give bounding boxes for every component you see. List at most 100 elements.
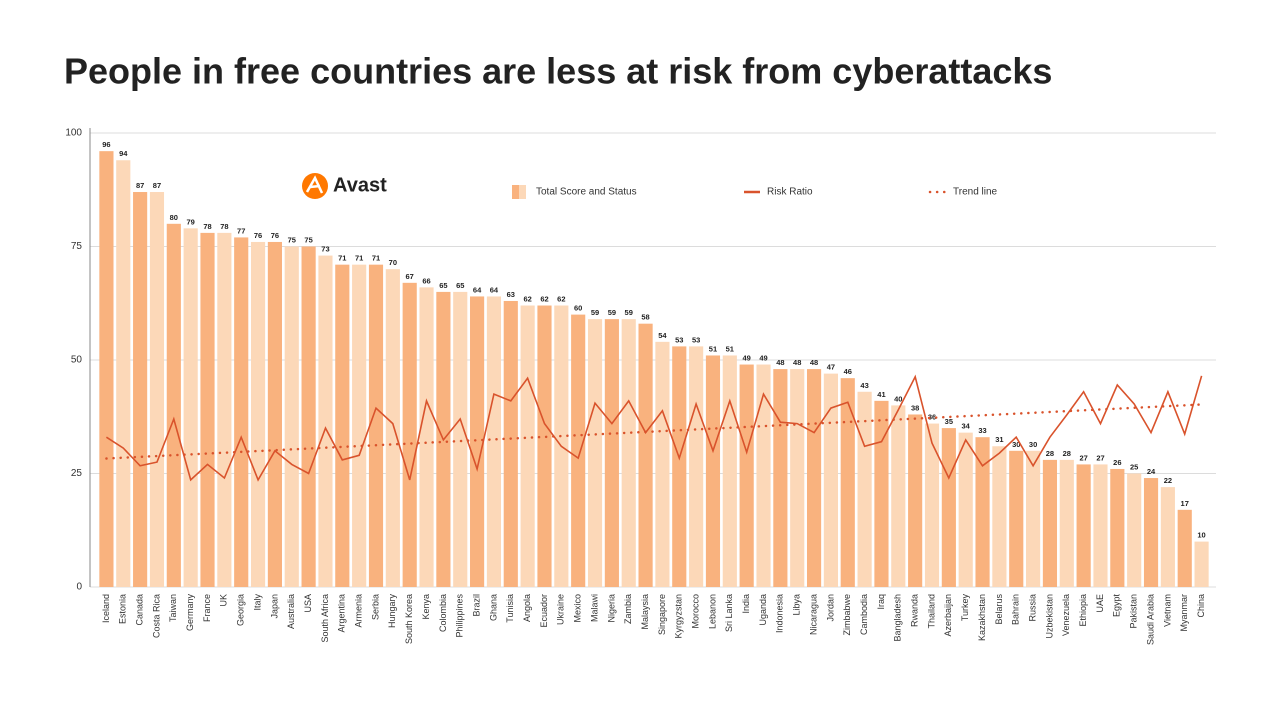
data-label: 62 xyxy=(557,295,565,304)
bar xyxy=(587,319,603,587)
bar xyxy=(756,364,771,587)
x-tick-label: Turkey xyxy=(960,594,970,622)
bar xyxy=(1026,450,1041,587)
bar xyxy=(722,355,737,587)
bar xyxy=(520,305,535,587)
bar xyxy=(621,319,636,587)
data-label: 43 xyxy=(860,381,868,390)
bar xyxy=(1042,459,1058,587)
data-label: 77 xyxy=(237,226,245,235)
data-label: 76 xyxy=(271,231,279,240)
x-tick-label: Iraq xyxy=(876,594,886,610)
x-tick-label: Nigeria xyxy=(606,594,616,623)
bar xyxy=(823,373,838,587)
bar xyxy=(183,228,198,587)
x-tick-label: Uzbekistan xyxy=(1044,594,1054,639)
data-label: 33 xyxy=(978,426,986,435)
data-label: 31 xyxy=(995,435,1003,444)
bar xyxy=(250,241,266,587)
x-tick-label: Angola xyxy=(522,594,532,622)
data-label: 28 xyxy=(1063,449,1071,458)
x-tick-label: Thailand xyxy=(926,594,936,629)
x-tick-label: Nicaragua xyxy=(808,594,818,635)
x-tick-label: Philippines xyxy=(455,594,465,638)
x-tick-label: China xyxy=(1196,594,1206,618)
data-label: 53 xyxy=(692,335,700,344)
data-label: 49 xyxy=(759,354,767,363)
x-tick-label: Indonesia xyxy=(775,594,785,633)
data-label: 25 xyxy=(1130,462,1138,471)
bar xyxy=(672,346,687,587)
data-label: 49 xyxy=(742,354,750,363)
bar xyxy=(604,319,619,587)
x-tick-label: Zambia xyxy=(623,594,633,624)
bar xyxy=(537,305,552,587)
data-label: 67 xyxy=(406,272,414,281)
bar xyxy=(941,428,956,587)
x-tick-label: Serbia xyxy=(370,594,380,620)
data-label: 63 xyxy=(507,290,515,299)
data-label: 28 xyxy=(1046,449,1054,458)
x-tick-label: Libya xyxy=(792,594,802,616)
bar xyxy=(908,414,923,587)
data-label: 70 xyxy=(389,258,397,267)
x-tick-label: Argentina xyxy=(337,594,347,633)
bar xyxy=(958,432,973,587)
x-tick-label: Jordan xyxy=(825,594,835,622)
y-tick-label: 0 xyxy=(76,582,82,593)
x-tick-label: Ghana xyxy=(488,594,498,621)
data-label: 27 xyxy=(1079,453,1087,462)
data-label: 53 xyxy=(675,335,683,344)
bar xyxy=(503,300,518,587)
bar xyxy=(1059,459,1074,587)
bar xyxy=(1110,468,1125,587)
x-tick-label: Canada xyxy=(134,594,144,626)
data-label: 71 xyxy=(372,254,380,263)
x-tick-label: Ethiopia xyxy=(1078,594,1088,627)
bar xyxy=(352,264,367,587)
legend-swatch xyxy=(519,185,526,199)
bar xyxy=(217,232,232,587)
bar xyxy=(1143,478,1159,587)
x-tick-label: Kyrgyzstan xyxy=(674,594,684,639)
x-tick-label: USA xyxy=(303,594,313,613)
x-tick-label: Estonia xyxy=(118,594,128,624)
bar xyxy=(689,346,704,587)
brand-name: Avast xyxy=(333,174,387,196)
data-label: 60 xyxy=(574,304,582,313)
data-label: 71 xyxy=(355,254,363,263)
data-label: 75 xyxy=(304,235,312,244)
x-tick-label: Cambodia xyxy=(859,594,869,635)
x-tick-label: Lebanon xyxy=(707,594,717,629)
x-tick-label: Tunisia xyxy=(505,594,515,623)
bar xyxy=(116,160,131,588)
bar xyxy=(335,264,350,587)
data-label: 48 xyxy=(793,358,801,367)
data-label: 36 xyxy=(928,413,936,422)
brand-logo: Avast xyxy=(302,173,387,199)
bar xyxy=(301,246,316,587)
bar xyxy=(402,282,417,587)
bar xyxy=(1177,509,1192,587)
chart-title: People in free countries are less at ris… xyxy=(64,51,1052,92)
data-label: 41 xyxy=(877,390,885,399)
bar xyxy=(368,264,384,587)
data-label: 76 xyxy=(254,231,262,240)
y-tick-label: 75 xyxy=(71,241,83,252)
x-tick-label: Ukraine xyxy=(556,594,566,625)
x-tick-label: Mexico xyxy=(573,594,583,623)
data-label: 10 xyxy=(1197,531,1205,540)
x-tick-label: Myanmar xyxy=(1179,594,1189,632)
bar xyxy=(924,423,940,587)
legend-label: Trend line xyxy=(953,187,998,198)
x-tick-label: Belarus xyxy=(994,594,1004,625)
x-tick-label: Russia xyxy=(1027,594,1037,622)
y-tick-label: 50 xyxy=(71,355,83,366)
x-tick-label: Rwanda xyxy=(910,594,920,627)
x-tick-label: Australia xyxy=(286,594,296,629)
bar xyxy=(234,237,249,588)
x-tick-label: Hungary xyxy=(387,594,397,629)
x-tick-label: Costa Rica xyxy=(151,594,161,638)
data-label: 51 xyxy=(726,344,734,353)
data-label: 87 xyxy=(153,181,161,190)
